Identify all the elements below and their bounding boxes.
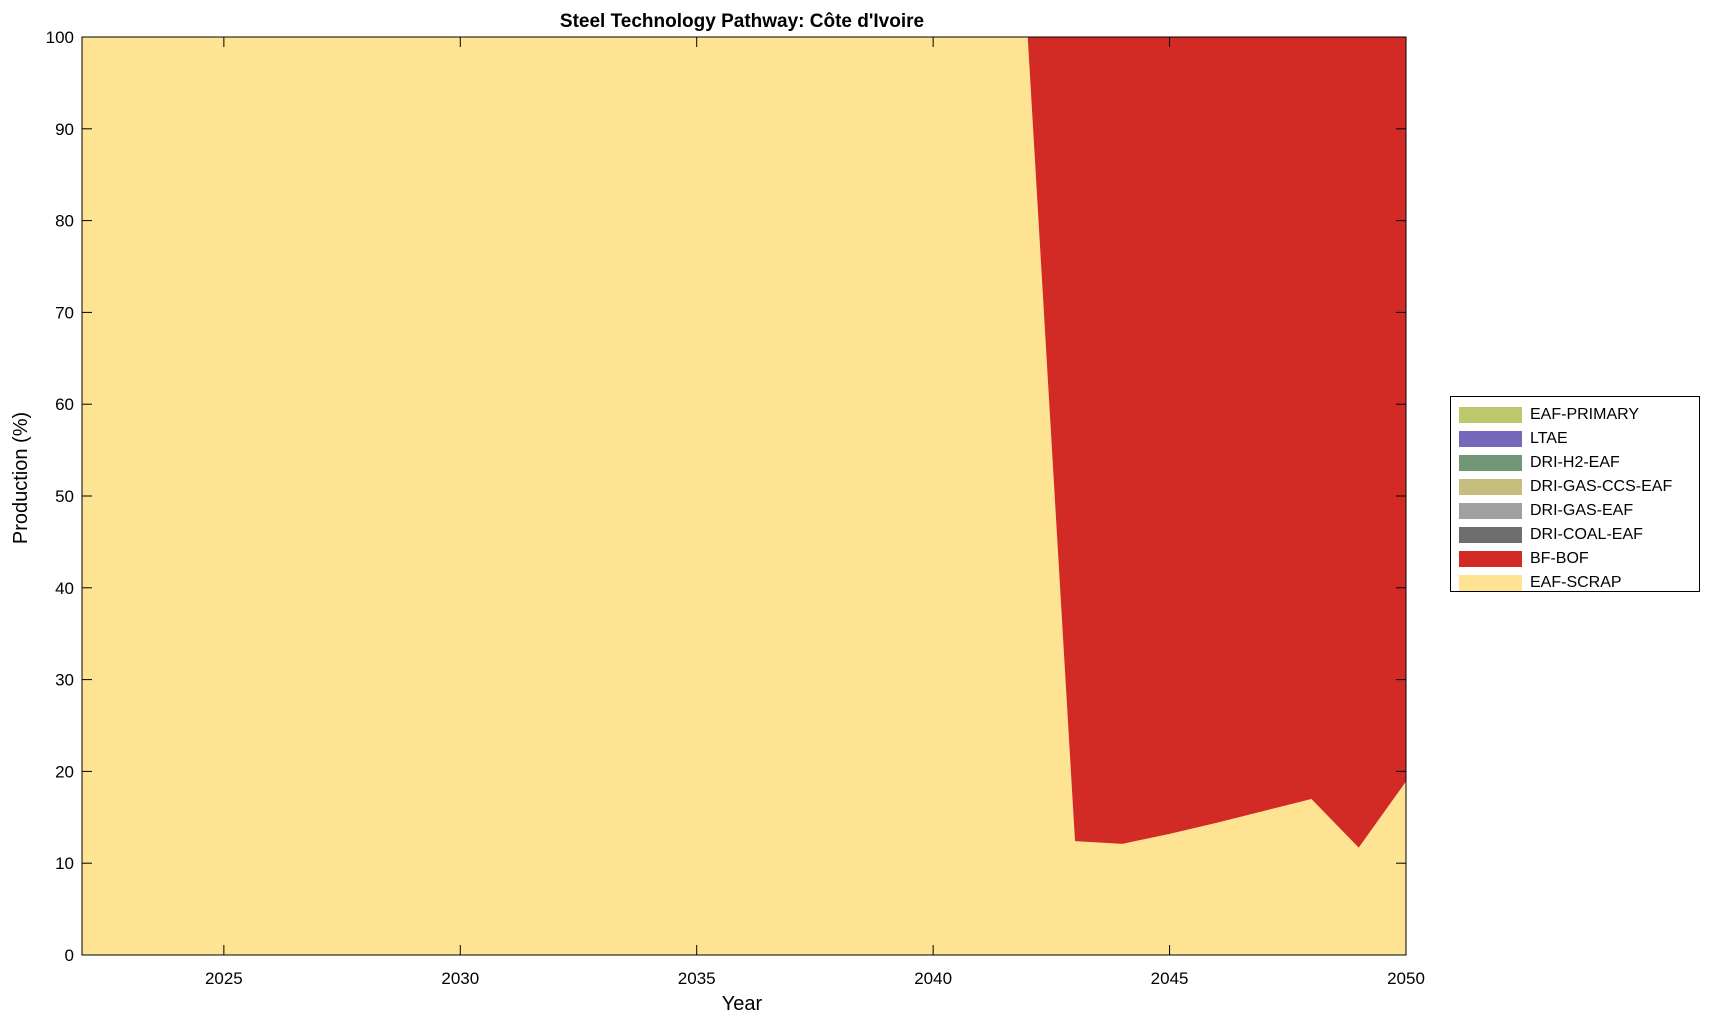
y-tick-label: 10 bbox=[55, 854, 74, 873]
x-axis-label: Year bbox=[722, 993, 763, 1015]
legend: EAF-PRIMARY LTAE DRI-H2-EAF DRI-GAS-CCS-EAF… bbox=[1450, 396, 1700, 592]
legend-swatch bbox=[1459, 479, 1522, 495]
legend-item-dri-gas-eaf: DRI-GAS-EAF bbox=[1459, 501, 1633, 521]
y-tick-label: 0 bbox=[65, 946, 74, 965]
y-tick-label: 90 bbox=[55, 120, 74, 139]
legend-item-eaf-primary: EAF-PRIMARY bbox=[1459, 405, 1639, 425]
x-tick-label: 2045 bbox=[1151, 969, 1189, 988]
legend-swatch bbox=[1459, 575, 1522, 591]
x-tick-label: 2025 bbox=[205, 969, 243, 988]
y-tick-label: 40 bbox=[55, 579, 74, 598]
legend-swatch bbox=[1459, 431, 1522, 447]
y-tick-label: 70 bbox=[55, 303, 74, 322]
chart-title: Steel Technology Pathway: Côte d'Ivoire bbox=[560, 11, 924, 32]
area-bf-bof bbox=[82, 37, 1406, 848]
y-tick-label: 50 bbox=[55, 487, 74, 506]
legend-item-dri-gas-ccs-eaf: DRI-GAS-CCS-EAF bbox=[1459, 477, 1672, 497]
legend-swatch bbox=[1459, 551, 1522, 567]
y-axis: 0 10 20 30 40 50 60 70 80 90 100 bbox=[46, 28, 1406, 965]
legend-item-dri-h2-eaf: DRI-H2-EAF bbox=[1459, 453, 1620, 473]
legend-label: BF-BOF bbox=[1530, 550, 1589, 567]
legend-swatch bbox=[1459, 503, 1522, 519]
legend-swatch bbox=[1459, 407, 1522, 423]
legend-item-ltae: LTAE bbox=[1459, 429, 1568, 449]
y-tick-label: 60 bbox=[55, 395, 74, 414]
legend-label: DRI-GAS-CCS-EAF bbox=[1530, 478, 1673, 495]
x-tick-label: 2050 bbox=[1387, 969, 1425, 988]
x-tick-label: 2040 bbox=[914, 969, 952, 988]
area-layers bbox=[82, 37, 1406, 955]
legend-swatch bbox=[1459, 455, 1522, 471]
y-tick-label: 30 bbox=[55, 671, 74, 690]
y-tick-label: 80 bbox=[55, 212, 74, 231]
legend-label: EAF-SCRAP bbox=[1530, 574, 1622, 591]
x-tick-label: 2030 bbox=[441, 969, 479, 988]
legend-swatch bbox=[1459, 527, 1522, 543]
x-axis: 2025 2030 2035 2040 2045 2050 bbox=[205, 37, 1425, 988]
legend-label: DRI-H2-EAF bbox=[1530, 454, 1620, 471]
legend-label: DRI-COAL-EAF bbox=[1530, 526, 1643, 543]
y-tick-label: 100 bbox=[46, 28, 74, 47]
legend-item-eaf-scrap: EAF-SCRAP bbox=[1459, 573, 1622, 593]
y-axis-label: Production (%) bbox=[10, 412, 32, 544]
legend-item-bf-bof: BF-BOF bbox=[1459, 549, 1589, 569]
area-eaf-scrap bbox=[82, 37, 1406, 955]
legend-label: DRI-GAS-EAF bbox=[1530, 502, 1634, 519]
y-tick-label: 20 bbox=[55, 762, 74, 781]
x-tick-label: 2035 bbox=[678, 969, 716, 988]
legend-label: EAF-PRIMARY bbox=[1530, 406, 1640, 423]
legend-item-dri-coal-eaf: DRI-COAL-EAF bbox=[1459, 525, 1643, 545]
legend-label: LTAE bbox=[1530, 430, 1568, 447]
